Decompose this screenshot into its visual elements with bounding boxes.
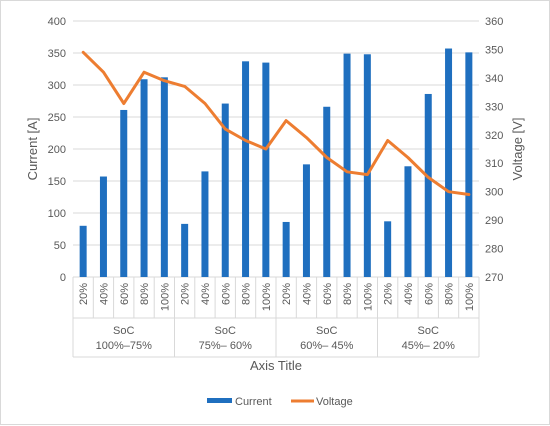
- category-label: 100%: [159, 283, 171, 311]
- legend: Current Voltage: [207, 396, 353, 408]
- category-label: 60%: [423, 283, 435, 305]
- right-tick-label: 290: [485, 215, 503, 227]
- left-tick-label: 350: [48, 48, 66, 60]
- voltage-line: [81, 50, 471, 196]
- group-label-line1: SoC: [215, 325, 236, 337]
- right-tick-label: 330: [485, 101, 503, 113]
- category-label: 20%: [180, 283, 192, 305]
- left-tick-label: 400: [48, 16, 66, 28]
- y-right-axis-title: Voltage [V]: [510, 118, 525, 181]
- current-bar: [242, 61, 250, 277]
- group-label-line1: SoC: [316, 325, 337, 337]
- current-bar: [262, 62, 270, 277]
- category-label: 80%: [342, 283, 354, 305]
- left-tick-label: 0: [60, 272, 66, 284]
- current-bar: [99, 176, 107, 277]
- category-label: 40%: [403, 283, 415, 305]
- y-left-axis-title: Current [A]: [25, 118, 40, 181]
- group-label-line2: 75%– 60%: [199, 340, 252, 352]
- right-tick-label: 300: [485, 187, 503, 199]
- group-label-line2: 60%– 45%: [300, 340, 353, 352]
- category-label: 60%: [322, 283, 334, 305]
- category-label: 60%: [119, 283, 131, 305]
- right-tick-label: 310: [485, 158, 503, 170]
- right-axis-ticks: 270 280 290 300 310 320 330 340 350 360: [485, 16, 503, 284]
- group-label-line1: SoC: [113, 325, 134, 337]
- current-bar: [424, 93, 432, 278]
- left-tick-label: 300: [48, 80, 66, 92]
- left-tick-label: 100: [48, 208, 66, 220]
- axis-structure: [72, 277, 480, 358]
- left-tick-label: 150: [48, 176, 66, 188]
- right-tick-label: 360: [485, 16, 503, 28]
- category-labels: 20% 40% 60% 80% 100% 20% 40% 60% 80% 100% 20% 40% 60…: [78, 283, 476, 311]
- legend-label-voltage: Voltage: [316, 396, 353, 408]
- right-tick-label: 270: [485, 272, 503, 284]
- left-tick-label: 250: [48, 112, 66, 124]
- current-bar: [445, 48, 453, 277]
- group-label-line1: SoC: [418, 325, 439, 337]
- category-label: 80%: [241, 283, 253, 305]
- category-label: 20%: [281, 283, 293, 305]
- category-label: 60%: [220, 283, 232, 305]
- group-label-line2: 100%–75%: [96, 340, 152, 352]
- current-bar: [160, 77, 168, 277]
- current-bar: [181, 223, 189, 277]
- gridlines: [73, 20, 479, 278]
- legend-swatch-current: [207, 398, 232, 403]
- category-label: 20%: [383, 283, 395, 305]
- current-bar: [120, 109, 128, 278]
- category-label: 40%: [98, 283, 110, 305]
- right-tick-label: 320: [485, 130, 503, 142]
- category-label: 80%: [139, 283, 151, 305]
- current-bar: [79, 225, 87, 277]
- current-bar: [302, 164, 310, 277]
- group-label-line2: 45%– 20%: [402, 340, 455, 352]
- category-label: 100%: [362, 283, 374, 311]
- current-bar: [404, 166, 412, 277]
- right-tick-label: 350: [485, 44, 503, 56]
- group-labels: SoC 100%–75% SoC 75%– 60% SoC 60%– 45% SoC 45%–…: [96, 325, 455, 352]
- left-tick-label: 50: [54, 240, 66, 252]
- current-bar: [323, 106, 331, 277]
- category-label: 80%: [444, 283, 456, 305]
- current-bar: [384, 221, 392, 277]
- voltage-line-path: [81, 50, 471, 196]
- left-tick-label: 200: [48, 144, 66, 156]
- current-bar: [221, 103, 229, 277]
- current-bar: [363, 54, 371, 277]
- current-bars: [79, 48, 473, 278]
- right-tick-label: 280: [485, 244, 503, 256]
- current-bar: [201, 171, 209, 277]
- category-label: 40%: [200, 283, 212, 305]
- current-bar: [343, 53, 351, 277]
- category-label: 100%: [261, 283, 273, 311]
- current-bar: [465, 52, 473, 277]
- legend-label-current: Current: [235, 396, 272, 408]
- current-bar: [282, 221, 290, 277]
- category-label: 40%: [301, 283, 313, 305]
- x-axis-title: Axis Title: [250, 358, 302, 373]
- right-tick-label: 340: [485, 73, 503, 85]
- current-bar: [140, 79, 148, 278]
- left-axis-ticks: 0 50 100 150 200 250 300 350 400: [48, 16, 66, 284]
- category-label: 20%: [78, 283, 90, 305]
- category-label: 100%: [464, 283, 476, 311]
